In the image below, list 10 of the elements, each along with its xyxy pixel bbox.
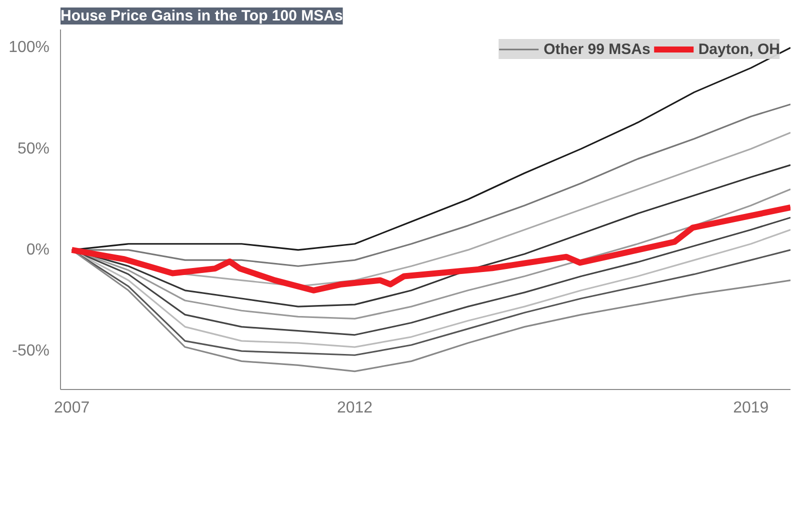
x-tick-label: 2012 [336,400,373,416]
y-tick-label: 50% [17,140,50,158]
x-tick-label: 2007 [54,400,90,416]
legend-label: Dayton, OH [698,40,780,58]
x-tick-label: 2019 [733,400,769,416]
y-tick-label: -50% [12,342,50,360]
y-tick-label: 100% [8,39,50,56]
legend-label: Other 99 MSAs [544,40,650,58]
y-tick-label: 0% [26,241,50,258]
chart-title: House Price Gains in the Top 100 MSAs [60,8,343,24]
